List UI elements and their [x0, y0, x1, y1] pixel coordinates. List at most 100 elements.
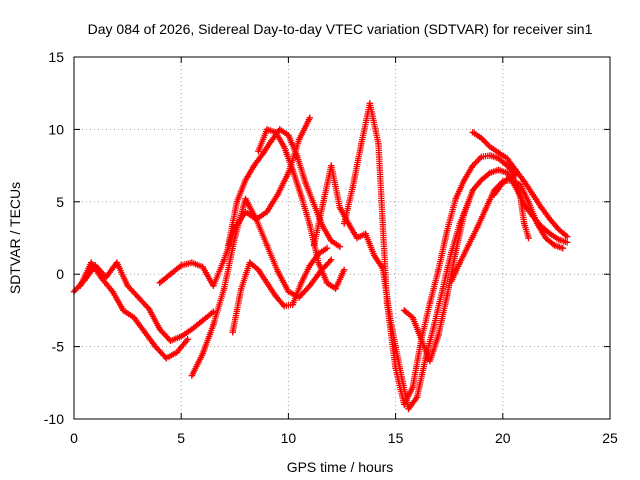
data-point [516, 181, 524, 188]
y-tick-label: -10 [44, 411, 64, 427]
data-point [274, 191, 281, 198]
data-point [563, 239, 571, 246]
data-point [495, 166, 502, 174]
data-point [533, 220, 541, 227]
data-point [124, 282, 131, 289]
data-point [113, 259, 121, 266]
data-point [508, 172, 515, 179]
data-point [238, 285, 245, 292]
data-point [310, 242, 318, 249]
series-markers [188, 195, 335, 379]
data-point [295, 136, 303, 143]
data-point [503, 169, 511, 177]
data-point [435, 331, 442, 339]
data-point [225, 242, 232, 249]
data-point [366, 100, 374, 107]
data-point [255, 147, 262, 155]
series-track-2 [77, 259, 191, 362]
data-point [210, 321, 217, 329]
data-point [210, 282, 217, 289]
data-point [426, 357, 434, 365]
data-point [289, 166, 296, 174]
series-track-12 [469, 129, 571, 240]
data-point [430, 321, 438, 329]
data-point [199, 263, 206, 271]
data-point [263, 208, 271, 216]
data-point [473, 224, 481, 232]
data-point [274, 268, 281, 275]
data-point [141, 328, 148, 336]
data-point [358, 140, 365, 148]
data-point [465, 242, 472, 249]
data-point [542, 234, 549, 242]
data-point [328, 256, 335, 263]
chart-title: Day 084 of 2026, Sidereal Day-to-day VTE… [88, 21, 593, 37]
data-point [280, 302, 288, 310]
data-point [555, 236, 562, 243]
data-point [353, 234, 361, 242]
data-point [486, 143, 494, 150]
data-point [289, 301, 296, 308]
x-tick-label: 5 [177, 430, 185, 446]
data-point [306, 221, 314, 229]
data-point [306, 262, 314, 269]
data-point [285, 288, 292, 295]
data-point [546, 230, 554, 237]
data-point [188, 259, 196, 266]
data-point [229, 328, 236, 336]
series-track-3 [156, 114, 314, 289]
data-point [145, 305, 153, 313]
data-point [323, 279, 331, 287]
data-point [362, 230, 369, 237]
data-point [250, 162, 258, 169]
data-point [109, 288, 116, 295]
data-point [503, 155, 511, 162]
data-point [306, 282, 314, 289]
data-point [263, 242, 271, 249]
data-point [435, 266, 442, 274]
data-point [383, 299, 391, 307]
data-point [220, 285, 228, 292]
data-point [443, 227, 451, 234]
data-point [559, 244, 567, 252]
data-point [302, 179, 309, 187]
data-point [349, 184, 356, 191]
x-tick-label: 0 [70, 430, 78, 446]
data-point [521, 178, 528, 185]
y-tick-label: -5 [52, 339, 65, 355]
data-point [255, 266, 262, 274]
data-point [370, 252, 378, 259]
data-point [495, 149, 502, 156]
data-point [469, 162, 476, 169]
data-point [285, 169, 292, 177]
series-track-13 [491, 172, 532, 242]
data-point [456, 259, 464, 266]
y-tick-label: 10 [48, 121, 64, 137]
data-point [332, 285, 339, 292]
data-point [469, 129, 476, 136]
data-point [546, 215, 554, 223]
data-point [400, 307, 408, 314]
data-point [413, 394, 421, 401]
data-point [443, 292, 451, 300]
data-point [259, 150, 266, 158]
series-track-7 [255, 126, 348, 292]
data-point [293, 152, 301, 159]
data-point [336, 204, 344, 211]
data-point [102, 273, 110, 281]
data-point [336, 243, 344, 250]
data-point [529, 191, 537, 198]
data-point [188, 372, 196, 379]
data-point [328, 237, 335, 245]
data-point [555, 226, 562, 233]
data-point [469, 187, 476, 194]
data-point [263, 279, 271, 287]
data-point [418, 336, 425, 343]
data-marks [70, 100, 571, 413]
data-point [135, 294, 142, 301]
data-point [188, 326, 196, 333]
data-point [516, 191, 524, 198]
data-point [242, 195, 249, 203]
